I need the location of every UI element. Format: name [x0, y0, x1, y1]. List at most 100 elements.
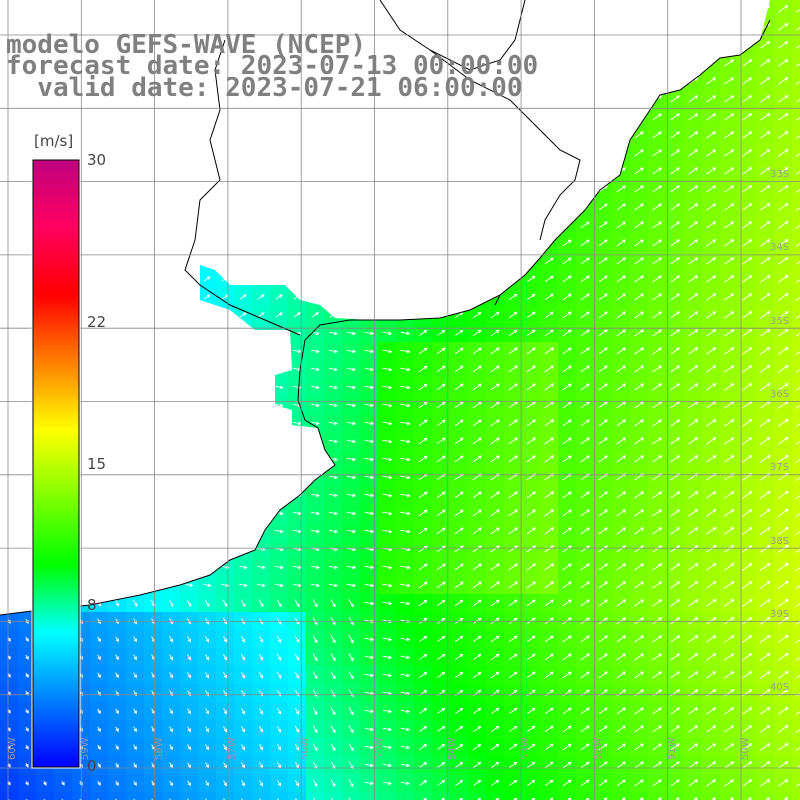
wind-arrow [400, 493, 411, 498]
wind-arrow [418, 437, 428, 445]
wind-arrow [222, 599, 228, 608]
wind-arrow [490, 365, 500, 373]
wind-arrow [616, 743, 626, 751]
field-cell [612, 792, 630, 800]
wind-arrow [777, 293, 789, 301]
wind-arrow [364, 367, 375, 372]
wind-arrow [724, 293, 735, 301]
wind-arrow [454, 599, 464, 607]
wind-arrow [223, 798, 225, 800]
field-cell [504, 792, 522, 800]
wind-arrow [187, 798, 189, 800]
wind-arrow [259, 744, 264, 751]
wind-arrow [670, 149, 681, 157]
wind-arrow [526, 401, 537, 409]
wind-arrow [778, 779, 789, 787]
wind-arrow [526, 329, 536, 337]
wind-arrow [759, 689, 771, 697]
wind-arrow [670, 779, 681, 787]
wind-arrow [562, 761, 572, 769]
wind-arrow [239, 294, 247, 300]
wind-arrow [562, 527, 572, 535]
wind-arrow [795, 585, 800, 589]
wind-arrow [544, 311, 554, 319]
wind-arrow [616, 509, 627, 517]
wind-arrow [526, 455, 537, 463]
wind-arrow [778, 185, 789, 193]
wind-arrow [760, 77, 771, 85]
wind-arrow [759, 653, 771, 661]
wind-arrow [580, 779, 590, 787]
wind-arrow [490, 419, 500, 427]
wind-arrow [759, 455, 771, 463]
wind-arrow [562, 671, 572, 679]
wind-arrow [364, 439, 375, 444]
wind-arrow [25, 708, 29, 714]
wind-arrow [759, 563, 771, 571]
wind-arrow [544, 293, 554, 301]
wind-arrow [418, 455, 428, 463]
wind-arrow [616, 455, 627, 463]
wind-arrow [472, 347, 482, 355]
wind-arrow [688, 113, 699, 121]
wind-arrow [760, 131, 771, 139]
wind-arrow [598, 401, 609, 409]
wind-arrow [580, 239, 590, 247]
border-line-3 [379, 0, 526, 71]
wind-arrow [43, 780, 47, 786]
wind-arrow [544, 761, 554, 769]
wind-arrow [760, 779, 771, 787]
field-cell [396, 792, 414, 800]
wind-arrow [205, 762, 209, 769]
field-cell [792, 198, 800, 216]
wind-arrow [454, 491, 464, 499]
wind-arrow [670, 185, 681, 193]
wind-arrow [348, 653, 354, 662]
field-cell [792, 648, 800, 666]
wind-arrow [526, 761, 536, 769]
wind-arrow [723, 599, 735, 607]
wind-arrow [706, 653, 717, 661]
wind-arrow [115, 744, 119, 751]
field-cell [468, 792, 486, 800]
wind-arrow [742, 203, 753, 211]
wind-arrow [580, 437, 590, 445]
wind-arrow [115, 654, 119, 661]
wind-arrow [634, 491, 645, 499]
wind-arrow [544, 455, 555, 463]
wind-arrow [795, 549, 800, 553]
wind-arrow [508, 563, 519, 571]
wind-arrow [742, 779, 753, 787]
wind-arrow [688, 455, 699, 463]
longitude-label: 55W [373, 737, 385, 760]
wind-arrow [562, 239, 572, 247]
wind-arrow [670, 239, 681, 247]
wind-arrow [241, 780, 245, 787]
wind-arrow [580, 383, 590, 391]
wind-arrow [616, 239, 626, 247]
wind-arrow [328, 331, 338, 336]
wind-arrow [580, 563, 591, 571]
wind-arrow [616, 707, 626, 715]
wind-arrow [760, 257, 771, 265]
wind-arrow [585, 797, 590, 800]
wind-arrow [459, 798, 464, 800]
wind-arrow [419, 635, 428, 642]
wind-arrow [436, 491, 446, 499]
wind-arrow [348, 797, 351, 800]
wind-arrow [221, 565, 230, 570]
wind-arrow [741, 455, 753, 463]
wind-arrow [670, 203, 681, 211]
wind-arrow [418, 401, 428, 409]
wind-arrow [168, 599, 174, 607]
wind-arrow [187, 672, 191, 679]
wind-arrow [295, 798, 297, 800]
wind-arrow [495, 797, 500, 800]
wind-arrow [508, 329, 518, 337]
wind-arrow [688, 257, 699, 265]
wind-arrow [741, 653, 753, 661]
wind-arrow [724, 761, 735, 769]
wind-arrow [204, 599, 210, 608]
wind-arrow [796, 765, 800, 769]
